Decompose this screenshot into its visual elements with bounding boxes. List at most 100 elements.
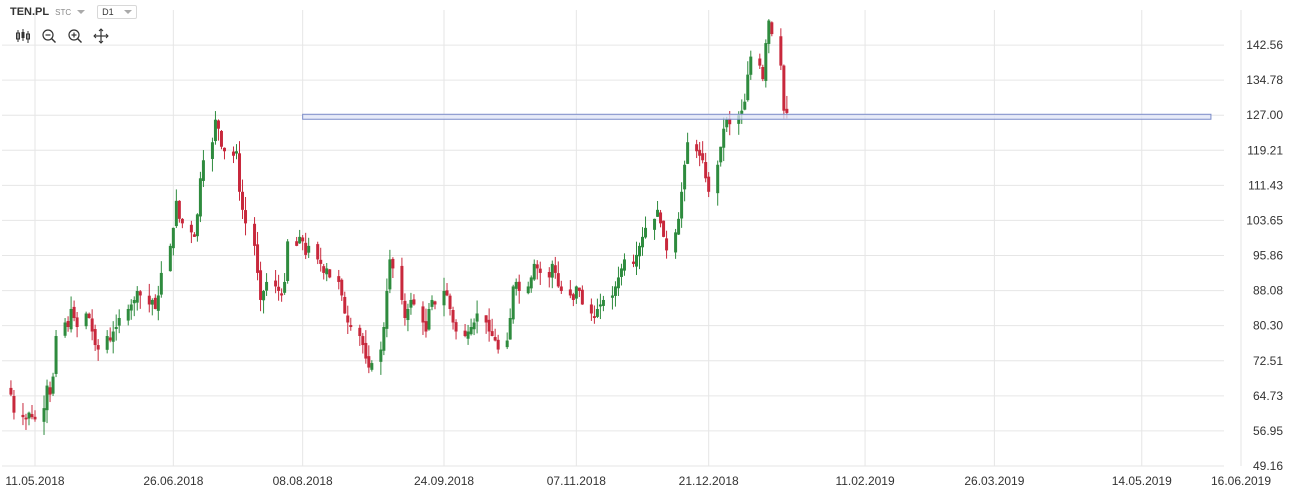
candle-body: [277, 286, 281, 291]
candle-body: [135, 290, 139, 303]
candle: [475, 300, 479, 334]
y-tick-label: 103.65: [1246, 213, 1283, 227]
candle: [511, 284, 515, 324]
candle: [9, 380, 13, 397]
candle: [448, 293, 452, 316]
zoom-in-icon[interactable]: [66, 27, 84, 45]
candle: [66, 316, 70, 332]
candle-body: [568, 289, 572, 296]
level-zone-rect[interactable]: [302, 113, 1212, 120]
candle: [433, 300, 437, 310]
candle: [619, 263, 623, 286]
candle: [385, 278, 389, 338]
candle: [256, 231, 260, 281]
candle-body: [598, 304, 602, 307]
candle-body: [532, 263, 536, 280]
candle-body: [616, 277, 620, 289]
candle: [195, 213, 199, 242]
candle: [601, 295, 605, 312]
candle-body: [442, 290, 446, 306]
candle-body: [87, 313, 91, 318]
candle-body: [129, 304, 133, 311]
candle-body: [574, 286, 578, 299]
candle-body: [677, 218, 681, 235]
candle-body: [241, 191, 245, 210]
candle-body: [662, 220, 666, 237]
candle: [87, 312, 91, 319]
candle: [634, 241, 638, 276]
candle-body: [577, 287, 581, 291]
candle-body: [454, 322, 458, 332]
candle-body: [683, 164, 687, 190]
candle: [665, 230, 669, 259]
candle-body: [189, 224, 193, 233]
candle-body: [403, 300, 407, 318]
candles-icon[interactable]: [14, 27, 32, 45]
candle: [198, 171, 202, 223]
candle: [114, 314, 118, 341]
candle: [96, 339, 100, 361]
candle: [451, 306, 455, 330]
candle: [568, 280, 572, 299]
candle: [638, 242, 642, 270]
candle: [746, 61, 750, 102]
candle: [409, 292, 413, 315]
candle: [367, 345, 371, 374]
candle-body: [9, 387, 13, 395]
candle: [553, 256, 557, 279]
candle-body: [496, 339, 500, 350]
y-tick-label: 88.08: [1253, 284, 1283, 298]
y-tick-label: 127.00: [1246, 108, 1283, 122]
candle-body: [216, 120, 220, 129]
candle-body: [93, 329, 97, 346]
candle-body: [256, 244, 260, 273]
candle: [12, 390, 16, 420]
candle-body: [463, 330, 467, 337]
candle-body: [337, 276, 341, 282]
x-tick-label: 21.12.2018: [679, 474, 739, 488]
y-axis: 142.56 134.78 127.00 119.21 111.43 103.65 95.8…: [1246, 38, 1283, 473]
y-tick-label: 72.51: [1253, 354, 1283, 368]
candle: [674, 228, 678, 259]
timeframe-selector[interactable]: D1: [97, 5, 137, 19]
candle-body: [716, 164, 720, 194]
candle-body: [192, 234, 196, 237]
candle-body: [782, 65, 786, 111]
candle: [686, 132, 690, 165]
candle: [135, 286, 139, 311]
candle: [265, 273, 269, 296]
zoom-out-icon[interactable]: [40, 27, 58, 45]
candle: [412, 294, 416, 306]
market-selector[interactable]: STC: [55, 7, 86, 17]
candle-body: [659, 212, 663, 224]
candle-body: [571, 294, 575, 300]
x-tick-label: 24.09.2018: [414, 474, 474, 488]
candle-body: [451, 310, 455, 323]
candle-body: [150, 299, 154, 305]
candle-body: [580, 289, 584, 305]
candle: [430, 295, 434, 311]
candle: [704, 152, 708, 183]
candle-body: [622, 259, 626, 271]
market-label: STC: [55, 7, 72, 17]
candle-body: [33, 416, 37, 420]
candle: [111, 321, 115, 354]
candle: [782, 64, 786, 119]
candle-body: [601, 299, 605, 306]
candle-body: [286, 241, 290, 281]
candle-body: [343, 296, 347, 314]
candle: [174, 189, 178, 229]
candle-body: [84, 313, 88, 327]
x-tick-label: 08.08.2018: [273, 474, 333, 488]
candle: [656, 200, 660, 217]
candle: [129, 299, 133, 320]
candle: [388, 249, 392, 294]
candle: [286, 239, 290, 284]
candle-body: [198, 178, 202, 217]
candle-body: [244, 210, 248, 224]
candle: [51, 372, 55, 396]
candle: [469, 318, 473, 336]
move-icon[interactable]: [92, 27, 110, 45]
x-tick-label: 11.02.2019: [835, 474, 894, 488]
